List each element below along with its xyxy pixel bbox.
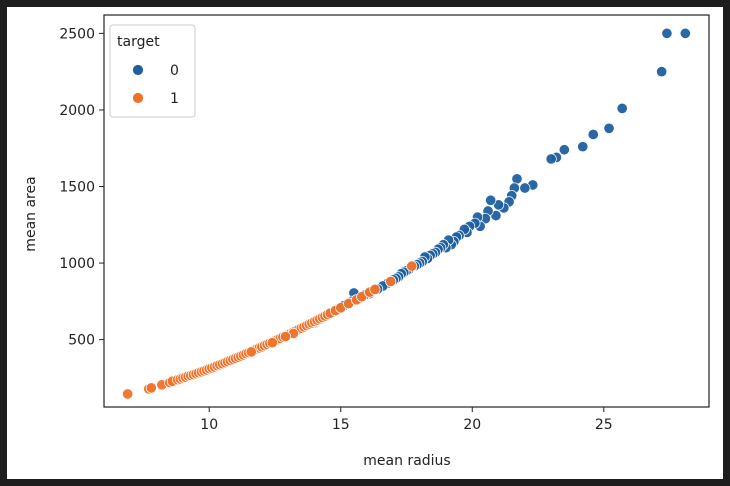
x-tick-label: 20 [463,417,481,433]
legend-marker-0 [132,64,144,76]
y-tick-label: 500 [68,333,95,349]
x-tick-label: 25 [595,417,613,433]
data-point [603,122,615,134]
data-point [245,346,257,358]
legend-box [109,24,196,118]
x-tick-label: 10 [200,417,218,433]
data-point [279,331,292,343]
data-point [661,27,673,39]
x-axis-label: mean radius [363,453,450,469]
data-point [122,388,134,400]
data-point [369,283,381,295]
legend-marker-1 [132,92,144,104]
figure-canvas: 10 15 20 25 500 1000 1500 2000 2500 target 0 1 m… [7,7,723,479]
legend-label-1: 1 [170,91,179,107]
data-point [577,141,589,153]
data-point [519,182,531,194]
legend: target 0 1 [109,24,196,118]
data-point [385,275,397,287]
data-point [656,66,668,78]
y-tick-label: 1000 [59,256,95,272]
y-tick-label: 2000 [59,103,95,119]
data-point [406,260,418,272]
legend-title: target [117,34,160,50]
y-tick-label: 2500 [59,26,95,42]
data-point [679,27,691,39]
data-point [485,194,497,206]
plot-frame [103,14,710,408]
data-point [266,337,278,349]
data-point [558,144,570,156]
legend-label-0: 0 [170,63,179,79]
data-point [145,382,157,394]
data-point [511,173,523,185]
data-point [616,102,628,114]
x-tick-label: 15 [332,417,350,433]
data-point [545,153,557,165]
points-layer [122,27,691,400]
data-point [587,128,599,140]
y-tick-label: 1500 [59,180,95,196]
y-axis-label: mean area [23,176,39,251]
